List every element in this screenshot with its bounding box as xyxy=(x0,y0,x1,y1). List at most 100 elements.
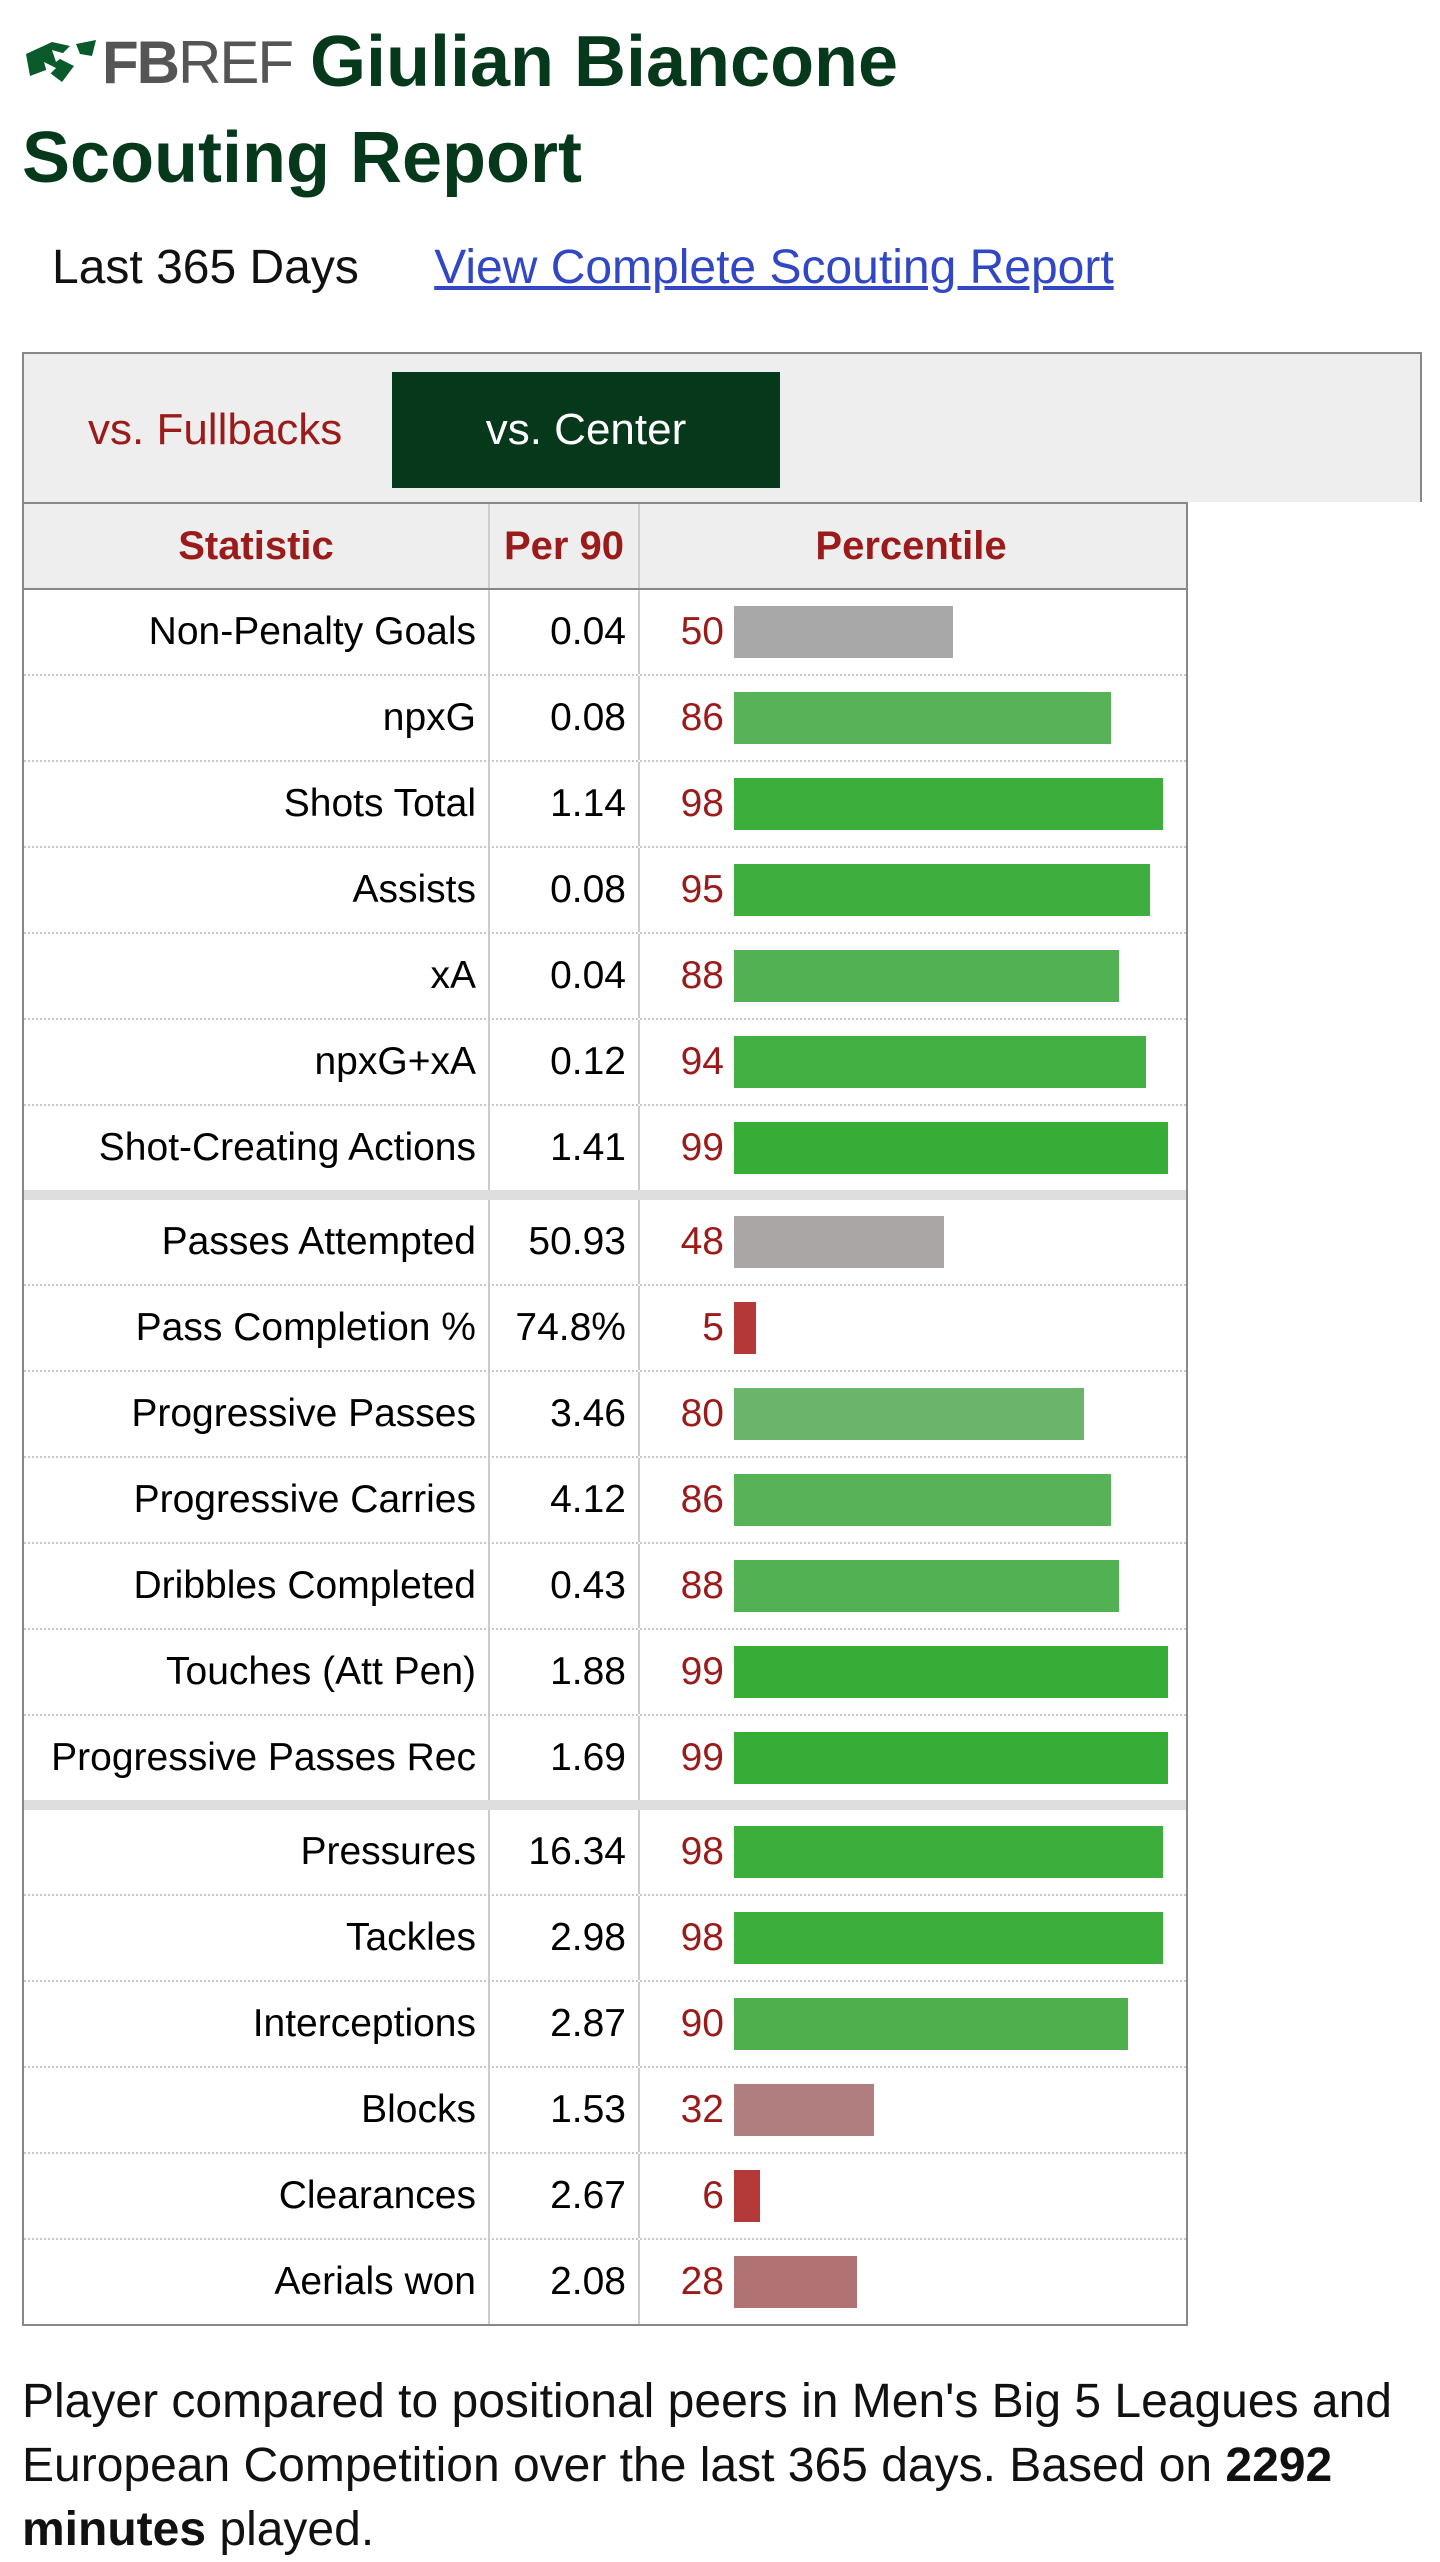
table-row: Shots Total 1.14 98 xyxy=(24,762,1186,848)
percentile-cell: 98 xyxy=(640,1896,1182,1980)
per90-value: 0.08 xyxy=(490,848,640,932)
percentile-value: 88 xyxy=(680,954,724,997)
table-row: Assists 0.08 95 xyxy=(24,848,1186,934)
percentile-value: 50 xyxy=(680,610,724,653)
percentile-value: 80 xyxy=(680,1392,724,1435)
footnote-minutes: 2292 minutes xyxy=(22,2439,1333,2556)
percentile-cell: 88 xyxy=(640,934,1182,1018)
percentile-bar xyxy=(734,1388,1084,1440)
stat-name: Pressures xyxy=(24,1810,490,1894)
percentile-value: 99 xyxy=(680,1736,724,1779)
per90-value: 0.08 xyxy=(490,676,640,760)
percentile-value: 86 xyxy=(680,696,724,739)
table-header: Statistic Per 90 Percentile xyxy=(24,504,1186,590)
tab-vs-fullbacks[interactable]: vs. Fullbacks xyxy=(88,405,343,454)
page-header: FBREF Giulian Biancone Scouting Report xyxy=(22,14,1422,206)
per90-value: 2.98 xyxy=(490,1896,640,1980)
per90-value: 4.12 xyxy=(490,1458,640,1542)
footnote-text: Player compared to positional peers in M… xyxy=(22,2375,1392,2492)
percentile-bar xyxy=(734,1646,1168,1698)
percentile-value: 6 xyxy=(702,2174,724,2217)
comparison-tabs: vs. Fullbacks vs. Center Backs xyxy=(22,352,1422,570)
per90-value: 1.69 xyxy=(490,1716,640,1800)
stat-name: Non-Penalty Goals xyxy=(24,590,490,674)
percentile-cell: 99 xyxy=(640,1106,1182,1190)
stat-name: Aerials won xyxy=(24,2240,490,2324)
tab-vs-center-backs[interactable]: vs. Center Backs xyxy=(392,372,780,570)
table-row: Progressive Passes Rec 1.69 99 xyxy=(24,1716,1186,1810)
percentile-value: 90 xyxy=(680,2002,724,2045)
stat-name: Assists xyxy=(24,848,490,932)
percentile-bar xyxy=(734,2256,857,2308)
percentile-bar xyxy=(734,2084,874,2136)
stat-name: Blocks xyxy=(24,2068,490,2152)
percentile-value: 28 xyxy=(680,2260,724,2303)
header-per90[interactable]: Per 90 xyxy=(490,504,640,588)
stat-name: Dribbles Completed xyxy=(24,1544,490,1628)
percentile-cell: 98 xyxy=(640,1810,1182,1894)
table-row: Dribbles Completed 0.43 88 xyxy=(24,1544,1186,1630)
per90-value: 2.08 xyxy=(490,2240,640,2324)
percentile-bar xyxy=(734,950,1119,1002)
percentile-cell: 86 xyxy=(640,676,1182,760)
per90-value: 0.12 xyxy=(490,1020,640,1104)
table-row: npxG 0.08 86 xyxy=(24,676,1186,762)
percentile-value: 32 xyxy=(680,2088,724,2131)
percentile-bar xyxy=(734,692,1111,744)
percentile-bar xyxy=(734,1122,1168,1174)
percentile-cell: 80 xyxy=(640,1372,1182,1456)
percentile-bar xyxy=(734,1912,1163,1964)
scouting-table: Statistic Per 90 Percentile Non-Penalty … xyxy=(22,502,1188,2326)
percentile-bar xyxy=(734,1732,1168,1784)
percentile-cell: 32 xyxy=(640,2068,1182,2152)
per90-value: 74.8% xyxy=(490,1286,640,1370)
logo-bold-text: FB xyxy=(102,28,180,96)
percentile-value: 86 xyxy=(680,1478,724,1521)
table-row: Clearances 2.67 6 xyxy=(24,2154,1186,2240)
stat-name: Shot-Creating Actions xyxy=(24,1106,490,1190)
table-row: Progressive Passes 3.46 80 xyxy=(24,1372,1186,1458)
stat-name: Progressive Passes Rec xyxy=(24,1716,490,1800)
footnote: Player compared to positional peers in M… xyxy=(22,2370,1422,2562)
stat-name: Interceptions xyxy=(24,1982,490,2066)
per90-value: 2.67 xyxy=(490,2154,640,2238)
table-row: Pressures 16.34 98 xyxy=(24,1810,1186,1896)
fbref-logo-icon xyxy=(26,40,96,82)
fbref-logo[interactable]: FBREF xyxy=(22,14,294,110)
view-complete-report-link[interactable]: View Complete Scouting Report xyxy=(434,241,1114,294)
table-row: Touches (Att Pen) 1.88 99 xyxy=(24,1630,1186,1716)
stat-name: xA xyxy=(24,934,490,1018)
table-row: Aerials won 2.08 28 xyxy=(24,2240,1186,2324)
report-title: Scouting Report xyxy=(22,118,582,198)
stat-name: Touches (Att Pen) xyxy=(24,1630,490,1714)
percentile-value: 5 xyxy=(702,1306,724,1349)
percentile-value: 88 xyxy=(680,1564,724,1607)
percentile-cell: 94 xyxy=(640,1020,1182,1104)
per90-value: 1.41 xyxy=(490,1106,640,1190)
report-subnav: Last 365 Days View Complete Scouting Rep… xyxy=(52,240,1114,295)
period-label: Last 365 Days xyxy=(52,241,359,294)
percentile-value: 99 xyxy=(680,1126,724,1169)
percentile-bar xyxy=(734,2170,760,2222)
stat-name: Passes Attempted xyxy=(24,1200,490,1284)
percentile-cell: 6 xyxy=(640,2154,1182,2238)
header-statistic[interactable]: Statistic xyxy=(24,504,490,588)
footnote-text-end: played. xyxy=(206,2503,375,2556)
table-row: xA 0.04 88 xyxy=(24,934,1186,1020)
percentile-cell: 95 xyxy=(640,848,1182,932)
percentile-bar xyxy=(734,1998,1128,2050)
stat-name: npxG+xA xyxy=(24,1020,490,1104)
table-row: Progressive Carries 4.12 86 xyxy=(24,1458,1186,1544)
percentile-bar xyxy=(734,1216,944,1268)
percentile-cell: 90 xyxy=(640,1982,1182,2066)
per90-value: 3.46 xyxy=(490,1372,640,1456)
table-row: Tackles 2.98 98 xyxy=(24,1896,1186,1982)
per90-value: 50.93 xyxy=(490,1200,640,1284)
percentile-value: 98 xyxy=(680,1916,724,1959)
percentile-cell: 50 xyxy=(640,590,1182,674)
header-percentile[interactable]: Percentile xyxy=(815,523,1007,568)
table-row: Pass Completion % 74.8% 5 xyxy=(24,1286,1186,1372)
stat-name: Clearances xyxy=(24,2154,490,2238)
per90-value: 16.34 xyxy=(490,1810,640,1894)
stat-name: Progressive Carries xyxy=(24,1458,490,1542)
